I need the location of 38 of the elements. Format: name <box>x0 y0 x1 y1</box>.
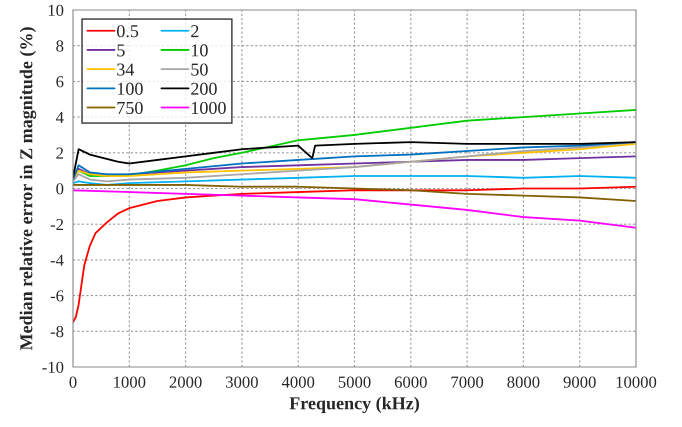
y-tick-label: 6 <box>56 76 64 88</box>
x-tick-label: 4000 <box>282 376 314 388</box>
legend-label: 1000 <box>192 102 226 114</box>
line-series <box>73 184 636 202</box>
legend-label: 750 <box>118 102 143 114</box>
x-tick-label: 6000 <box>394 376 427 388</box>
y-axis-title: Median relative error in Z magnitude (%) <box>20 27 36 350</box>
legend-label: 50 <box>191 63 208 76</box>
legend-label: 10 <box>192 44 208 56</box>
y-tick-label: 4 <box>56 112 64 123</box>
line-series <box>73 189 636 229</box>
legend-label: 200 <box>191 82 217 95</box>
x-tick-label: 9000 <box>564 376 596 388</box>
legend-label: 5 <box>117 44 125 56</box>
y-tick-label: -10 <box>42 362 64 373</box>
x-axis-title: Frequency (kHz) <box>290 396 419 414</box>
x-tick-label: 5000 <box>338 376 371 388</box>
x-tick-label: 10000 <box>616 376 656 388</box>
legend-label: 2 <box>191 25 198 38</box>
x-tick-label: 3000 <box>226 376 258 388</box>
x-tick-label: 8000 <box>507 376 540 388</box>
x-tick-label: 7000 <box>452 376 484 388</box>
y-tick-label: -6 <box>50 290 64 302</box>
legend-label: 100 <box>118 82 143 95</box>
x-tick-label: 2000 <box>170 376 202 388</box>
legend-label: 34 <box>117 64 134 76</box>
legend-label: 0.5 <box>117 25 138 38</box>
y-tick-label: 2 <box>56 148 64 159</box>
y-tick-label: 8 <box>56 40 64 52</box>
y-tick-label: -4 <box>50 254 64 266</box>
y-tick-label: 0 <box>56 183 64 194</box>
line-series <box>73 175 636 186</box>
x-tick-label: 0 <box>69 376 77 388</box>
y-tick-label: 10 <box>48 4 64 16</box>
y-tick-label: -8 <box>50 326 64 338</box>
line-series <box>73 186 636 324</box>
x-tick-label: 1000 <box>114 376 146 388</box>
y-tick-label: -2 <box>50 218 64 230</box>
